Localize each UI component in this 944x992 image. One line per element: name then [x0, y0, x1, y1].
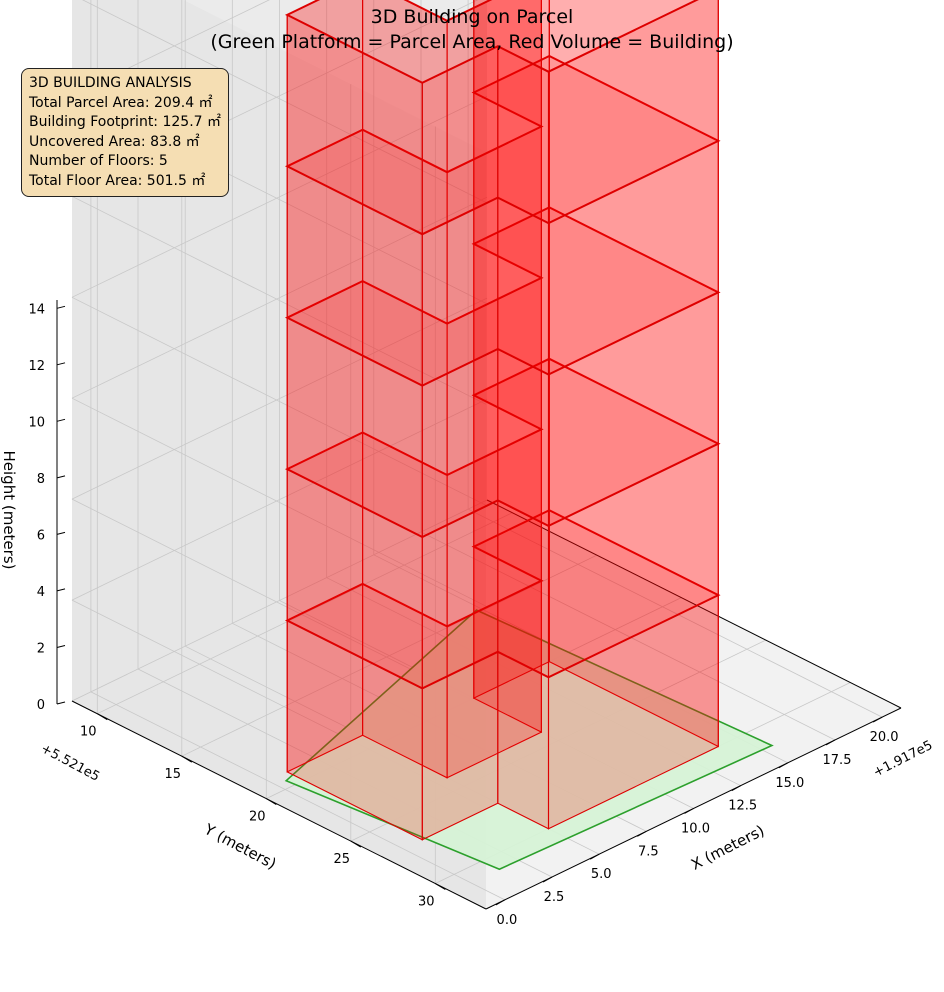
y-tick-label: 10	[80, 725, 97, 740]
floor-wall	[497, 499, 550, 679]
z-tick	[56, 362, 66, 366]
z-tick	[56, 588, 66, 592]
floor-3	[284, 206, 721, 538]
grid-line-z	[71, 297, 488, 500]
y-tick-label: 15	[165, 767, 182, 782]
grid-line-z	[71, 499, 488, 702]
x-tick-label: 0.0	[497, 913, 518, 928]
y-axis-line	[71, 700, 487, 910]
z-tick-label: 14	[28, 302, 45, 317]
z-tick-label: 4	[37, 585, 45, 600]
grid-line-z	[71, 195, 487, 405]
x-tick-label: 15.0	[775, 776, 804, 791]
grid-line-z	[71, 397, 487, 607]
grid-line-z	[71, 296, 487, 506]
chart-subtitle: (Green Platform = Parcel Area, Red Volum…	[210, 31, 734, 53]
y-tick	[435, 883, 446, 890]
chart-axes: 0.02.55.07.510.012.515.017.520.010152025…	[28, 300, 902, 928]
x-tick	[731, 785, 741, 792]
floor-1	[284, 509, 721, 841]
y-tick-label: 25	[334, 852, 351, 867]
info-total-floor-area: Total Floor Area: 501.5 ㎡	[29, 172, 206, 189]
x-tick-label: 17.5	[823, 753, 852, 768]
x-tick	[825, 739, 836, 746]
z-tick	[56, 475, 66, 479]
grid-line-x	[90, 691, 506, 901]
y-tick	[266, 798, 277, 806]
parcel-polygon	[284, 609, 774, 871]
grid-line-z	[71, 196, 488, 399]
info-building-footprint: Building Footprint: 125.7 ㎡	[29, 114, 222, 130]
x-tick	[872, 716, 883, 723]
x-tick-label: 20.0	[870, 730, 899, 745]
z-tick	[56, 701, 66, 705]
grid-line-y	[97, 512, 513, 715]
x-tick-label: 10.0	[681, 822, 710, 837]
floor-wall	[497, 45, 550, 224]
y-tick-label: 20	[249, 810, 266, 825]
x-tick-label: 5.0	[591, 867, 612, 882]
grid-line-y	[181, 554, 597, 757]
grid-line-z	[82, 0, 487, 203]
z-tick	[56, 305, 66, 309]
grid-line-x	[420, 531, 836, 741]
z-axis-label: Height (meters)	[0, 451, 18, 570]
x-tick	[637, 830, 647, 837]
x-tick-label: 7.5	[638, 844, 659, 859]
z-tick-label: 6	[37, 528, 45, 543]
x-tick	[589, 853, 600, 860]
z-tick-label: 10	[28, 415, 45, 430]
floor-edge-right	[486, 499, 902, 709]
info-uncovered-area: Uncovered Area: 83.8 ㎡	[29, 133, 200, 150]
info-heading: 3D BUILDING ANALYSIS	[29, 75, 192, 91]
y-tick	[181, 755, 193, 763]
z-tick-label: 2	[37, 642, 45, 657]
floor-wall	[497, 650, 550, 830]
z-tick-label: 12	[28, 359, 45, 374]
z-tick	[56, 531, 66, 535]
floor-wall	[473, 0, 550, 94]
z-tick-label: 8	[37, 472, 45, 487]
floor-wall	[497, 196, 550, 376]
analysis-info-box: 3D BUILDING ANALYSIS Total Parcel Area: …	[21, 68, 229, 197]
info-number-of-floors: Number of Floors: 5	[29, 153, 168, 169]
building-volume	[284, 0, 721, 841]
info-total-parcel-area: Total Parcel Area: 209.4 ㎡	[29, 94, 213, 111]
grid-line-z	[71, 0, 270, 96]
floor-4	[284, 54, 721, 387]
y-tick	[350, 840, 362, 848]
y-tick	[97, 713, 108, 721]
chart-title: 3D Building on Parcel	[370, 6, 574, 28]
parcel-platform	[284, 609, 774, 871]
x-tick	[684, 808, 694, 814]
z-tick	[56, 645, 66, 648]
x-tick-label: 2.5	[544, 890, 565, 905]
x-tick-label: 12.5	[728, 799, 757, 814]
grid-line-z	[71, 398, 488, 601]
floor-wall	[548, 0, 719, 142]
x-tick	[778, 762, 789, 769]
floor-top	[284, 0, 699, 84]
grid-line-z	[71, 95, 488, 298]
grid-line-x	[467, 508, 883, 718]
floor-wall	[497, 348, 550, 527]
floor-5	[284, 0, 719, 236]
x-tick	[495, 899, 506, 906]
z-tick-label: 0	[37, 698, 45, 713]
back-wall-y-pane	[72, 0, 486, 909]
y-axis-label: Y (meters)	[201, 820, 280, 873]
y-offset-label: +5.521e5	[38, 741, 102, 784]
y-tick-label: 30	[418, 895, 435, 910]
x-tick	[542, 876, 553, 883]
floor-wall	[473, 0, 542, 128]
z-tick	[56, 418, 66, 422]
